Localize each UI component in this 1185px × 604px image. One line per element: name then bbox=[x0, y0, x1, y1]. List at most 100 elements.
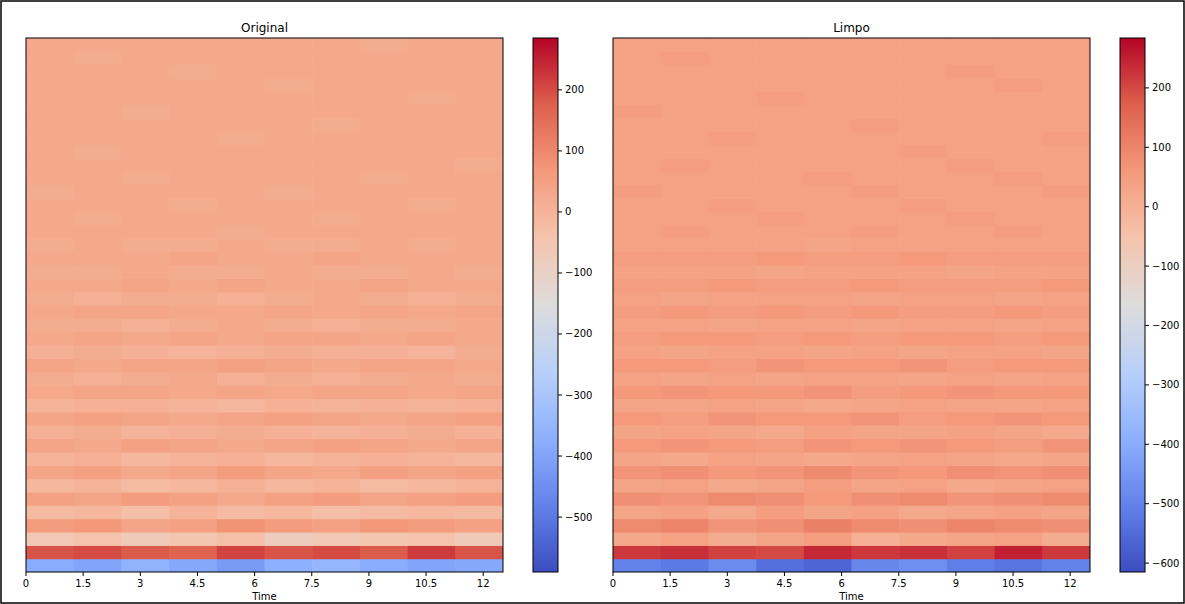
cell bbox=[613, 265, 661, 279]
x-tick-label: 9 bbox=[953, 578, 959, 589]
cell bbox=[265, 131, 313, 145]
cell bbox=[804, 452, 852, 466]
cell bbox=[74, 91, 122, 105]
cell bbox=[899, 91, 947, 105]
cell bbox=[217, 145, 265, 159]
cell bbox=[408, 185, 456, 199]
cell bbox=[265, 479, 313, 493]
cell bbox=[947, 465, 995, 479]
cell bbox=[852, 398, 900, 412]
cell bbox=[360, 38, 408, 52]
cell bbox=[804, 545, 852, 559]
x-tick-label: 1.5 bbox=[662, 578, 678, 589]
x-tick bbox=[311, 572, 312, 576]
title: Original bbox=[241, 21, 288, 35]
cell bbox=[312, 519, 360, 533]
cell bbox=[26, 212, 74, 226]
colorbar-tick-label: 100 bbox=[1152, 142, 1171, 153]
cell bbox=[312, 465, 360, 479]
cell bbox=[613, 452, 661, 466]
cell bbox=[26, 545, 74, 559]
cell bbox=[852, 105, 900, 119]
cell bbox=[217, 372, 265, 386]
cell bbox=[360, 318, 408, 332]
cell bbox=[708, 372, 756, 386]
cell bbox=[995, 212, 1043, 226]
cell bbox=[756, 131, 804, 145]
cell bbox=[169, 519, 217, 533]
cell bbox=[408, 425, 456, 439]
cell bbox=[26, 305, 74, 319]
cell bbox=[661, 318, 709, 332]
cell bbox=[455, 332, 503, 346]
cell bbox=[852, 238, 900, 252]
cell bbox=[804, 305, 852, 319]
cell bbox=[455, 439, 503, 453]
cell bbox=[408, 172, 456, 186]
cell bbox=[947, 492, 995, 506]
cell bbox=[947, 559, 995, 572]
cell bbox=[661, 332, 709, 346]
cell bbox=[121, 332, 169, 346]
cell bbox=[169, 198, 217, 212]
cell bbox=[804, 465, 852, 479]
cell bbox=[995, 252, 1043, 266]
cell bbox=[360, 465, 408, 479]
cell bbox=[169, 158, 217, 172]
cell bbox=[756, 398, 804, 412]
cell bbox=[265, 545, 313, 559]
cell bbox=[455, 118, 503, 132]
cell bbox=[708, 479, 756, 493]
cell bbox=[899, 479, 947, 493]
x-tick bbox=[1070, 572, 1071, 576]
cell bbox=[74, 51, 122, 65]
cell bbox=[74, 385, 122, 399]
cell bbox=[169, 479, 217, 493]
cell bbox=[455, 519, 503, 533]
cell bbox=[852, 559, 900, 572]
x-axis-title: Time bbox=[838, 591, 863, 602]
cell bbox=[408, 265, 456, 279]
cell bbox=[947, 305, 995, 319]
cell bbox=[756, 425, 804, 439]
cell bbox=[947, 252, 995, 266]
cell bbox=[804, 425, 852, 439]
cell bbox=[74, 65, 122, 79]
cell bbox=[995, 292, 1043, 306]
cell bbox=[121, 532, 169, 546]
cell bbox=[265, 532, 313, 546]
cell bbox=[756, 172, 804, 186]
cell bbox=[74, 198, 122, 212]
cell bbox=[756, 532, 804, 546]
cell bbox=[169, 559, 217, 572]
cell bbox=[312, 479, 360, 493]
cell bbox=[169, 545, 217, 559]
cell bbox=[804, 398, 852, 412]
cell bbox=[74, 505, 122, 519]
cell bbox=[169, 91, 217, 105]
cell bbox=[708, 505, 756, 519]
cell bbox=[408, 145, 456, 159]
cell bbox=[169, 452, 217, 466]
cell bbox=[169, 51, 217, 65]
colorbar-tick-label: −400 bbox=[1152, 439, 1179, 450]
colorbar-tick bbox=[1145, 444, 1149, 445]
colorbar-tick bbox=[1145, 87, 1149, 88]
cell bbox=[408, 545, 456, 559]
cell bbox=[852, 452, 900, 466]
cell bbox=[852, 358, 900, 372]
cell bbox=[756, 78, 804, 92]
cell bbox=[312, 398, 360, 412]
cell bbox=[613, 278, 661, 292]
cell bbox=[1042, 372, 1090, 386]
cell bbox=[756, 465, 804, 479]
cell bbox=[265, 51, 313, 65]
cell bbox=[804, 265, 852, 279]
cell bbox=[121, 91, 169, 105]
cell bbox=[613, 358, 661, 372]
cell bbox=[360, 225, 408, 239]
cell bbox=[661, 398, 709, 412]
cell bbox=[756, 305, 804, 319]
cell bbox=[852, 225, 900, 239]
figure: Original01.534.567.5910.512Time2001000−1… bbox=[0, 0, 1185, 604]
